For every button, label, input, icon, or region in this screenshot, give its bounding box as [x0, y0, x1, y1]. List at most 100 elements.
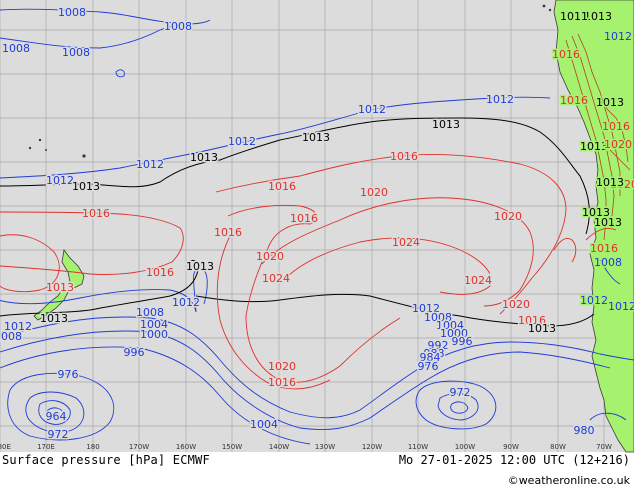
isobar-label: 1024 — [392, 236, 420, 249]
isobar-label: 1013 — [190, 151, 218, 164]
isobar-label: 972 — [48, 428, 69, 441]
isobar-label: 1013 — [584, 10, 612, 23]
isobar-label: 1016 — [268, 376, 296, 389]
isobar-label: 1013 — [432, 118, 460, 131]
isobar-label: 1020 — [502, 298, 530, 311]
isobar-label: 996 — [452, 335, 473, 348]
isobar-label: 1016 — [552, 48, 580, 61]
isobar-label: 1012 — [604, 30, 632, 43]
isobars-low — [0, 8, 634, 445]
isobar-label: 1013 — [302, 131, 330, 144]
isobar-label: 1008 — [62, 46, 90, 59]
isobar-label: 1012 — [358, 103, 386, 116]
isobar-label: 1008 — [594, 256, 622, 269]
south-america-land — [553, 0, 634, 453]
isobar-label: 1013 — [596, 176, 624, 189]
ocean-background — [0, 0, 634, 452]
isobar-label: 1020 — [360, 186, 388, 199]
isobar-label: 1012 — [46, 174, 74, 187]
isobar-label: 1012 — [608, 300, 634, 313]
isobar-label: 1008 — [164, 20, 192, 33]
new-zealand-south-land — [33, 289, 69, 321]
lon-tick-label: 170W — [129, 443, 149, 451]
isobar-label: 1013 — [186, 260, 214, 273]
isobar-label: 1012 — [228, 135, 256, 148]
isobar-label: 1012 — [136, 158, 164, 171]
valid-time: Mo 27-01-2025 12:00 UTC (12+216) — [398, 453, 630, 467]
isobar-label: 1012 — [4, 320, 32, 333]
isobar-label: 1016 — [290, 212, 318, 225]
lon-tick-label: 120W — [362, 443, 382, 451]
pacific-islands — [28, 4, 552, 158]
isobar-label: 1008 — [2, 42, 30, 55]
new-zealand-land — [61, 249, 85, 289]
isobar-label: 980 — [574, 424, 595, 437]
isobar-label: 1016 — [518, 314, 546, 327]
lon-tick-label: 180E — [0, 443, 11, 451]
isobar-label: 1012 — [412, 302, 440, 315]
lon-tick-label: 130W — [315, 443, 335, 451]
isobar-label: 1020 — [256, 250, 284, 263]
lon-tick-label: 90W — [503, 443, 519, 451]
isobar-label: 988 — [424, 347, 445, 360]
isobar-labels: 1008 1008 1008 1008 1012 1012 1012 1012 … — [0, 5, 634, 443]
isobar-label: 1016 — [560, 94, 588, 107]
map-title: Surface pressure [hPa] ECMWF — [2, 453, 210, 467]
isobar-label: 1012 — [486, 93, 514, 106]
lon-tick-label: 70W — [596, 443, 612, 451]
isobar-label: 1020 — [494, 210, 522, 223]
isobars-high — [0, 153, 617, 390]
lon-tick-label: 150W — [222, 443, 242, 451]
isobar-label: 1000 — [440, 327, 468, 340]
isobar-label: 1004 — [436, 319, 464, 332]
isobar-label: 1008 — [0, 330, 22, 343]
isobar-label: 1008 — [136, 306, 164, 319]
lon-tick-label: 80W — [550, 443, 566, 451]
isobar-label: 1013 — [528, 322, 556, 335]
isobar-label: 1000 — [140, 328, 168, 341]
isobar-label: 1008 — [58, 6, 86, 19]
lon-tick-label: 180 — [86, 443, 99, 451]
lon-tick-label: 110W — [408, 443, 428, 451]
isobar-label: 1016 — [390, 150, 418, 163]
isobar-label: 1013 — [72, 180, 100, 193]
isobar-label: 1011 — [560, 10, 588, 23]
longitude-labels: 180E 170E 180 170W 160W 150W 140W 130W 1… — [0, 443, 612, 451]
isobar-label: 1016 — [214, 226, 242, 239]
isobars-standard — [0, 117, 595, 327]
lon-tick-label: 100W — [455, 443, 475, 451]
isobar-label: 1020 — [604, 138, 632, 151]
isobar-label: 1012 — [580, 294, 608, 307]
isobar-label: 1016 — [146, 266, 174, 279]
isobar-label: 1016 — [82, 207, 110, 220]
isobar-label: 1024 — [464, 274, 492, 287]
isobar-label: 984 — [420, 351, 441, 364]
isobar-label: 1008 — [424, 311, 452, 324]
credit-link[interactable]: ©weatheronline.co.uk — [507, 474, 630, 487]
isobar-label: 1024 — [262, 272, 290, 285]
isobar-label: 992 — [428, 339, 449, 352]
lon-tick-label: 140W — [269, 443, 289, 451]
andes-terrain — [565, 33, 631, 241]
isobar-label: 1013 — [40, 312, 68, 325]
isobar-label: 1013 — [596, 96, 624, 109]
isobar-label: 1013 — [582, 206, 610, 219]
isobar-label: 1004 — [140, 318, 168, 331]
isobar-label: 1016 — [602, 120, 630, 133]
isobar-label: 1013 — [594, 216, 622, 229]
isobar-label: 1016 — [268, 180, 296, 193]
isobar-label: 1012 — [172, 296, 200, 309]
isobar-label: 1013 — [580, 140, 608, 153]
isobar-label: 1004 — [250, 418, 278, 431]
isobar-label: 1020 — [268, 360, 296, 373]
isobar-label: 976 — [418, 360, 439, 373]
isobar-label: 976 — [58, 368, 79, 381]
isobar-label: 996 — [124, 346, 145, 359]
lon-tick-label: 160W — [176, 443, 196, 451]
isobar-label: 1020 — [610, 178, 634, 191]
isobar-label: 1016 — [590, 242, 618, 255]
lon-tick-label: 170E — [37, 443, 55, 451]
isobar-label: 964 — [46, 410, 67, 423]
